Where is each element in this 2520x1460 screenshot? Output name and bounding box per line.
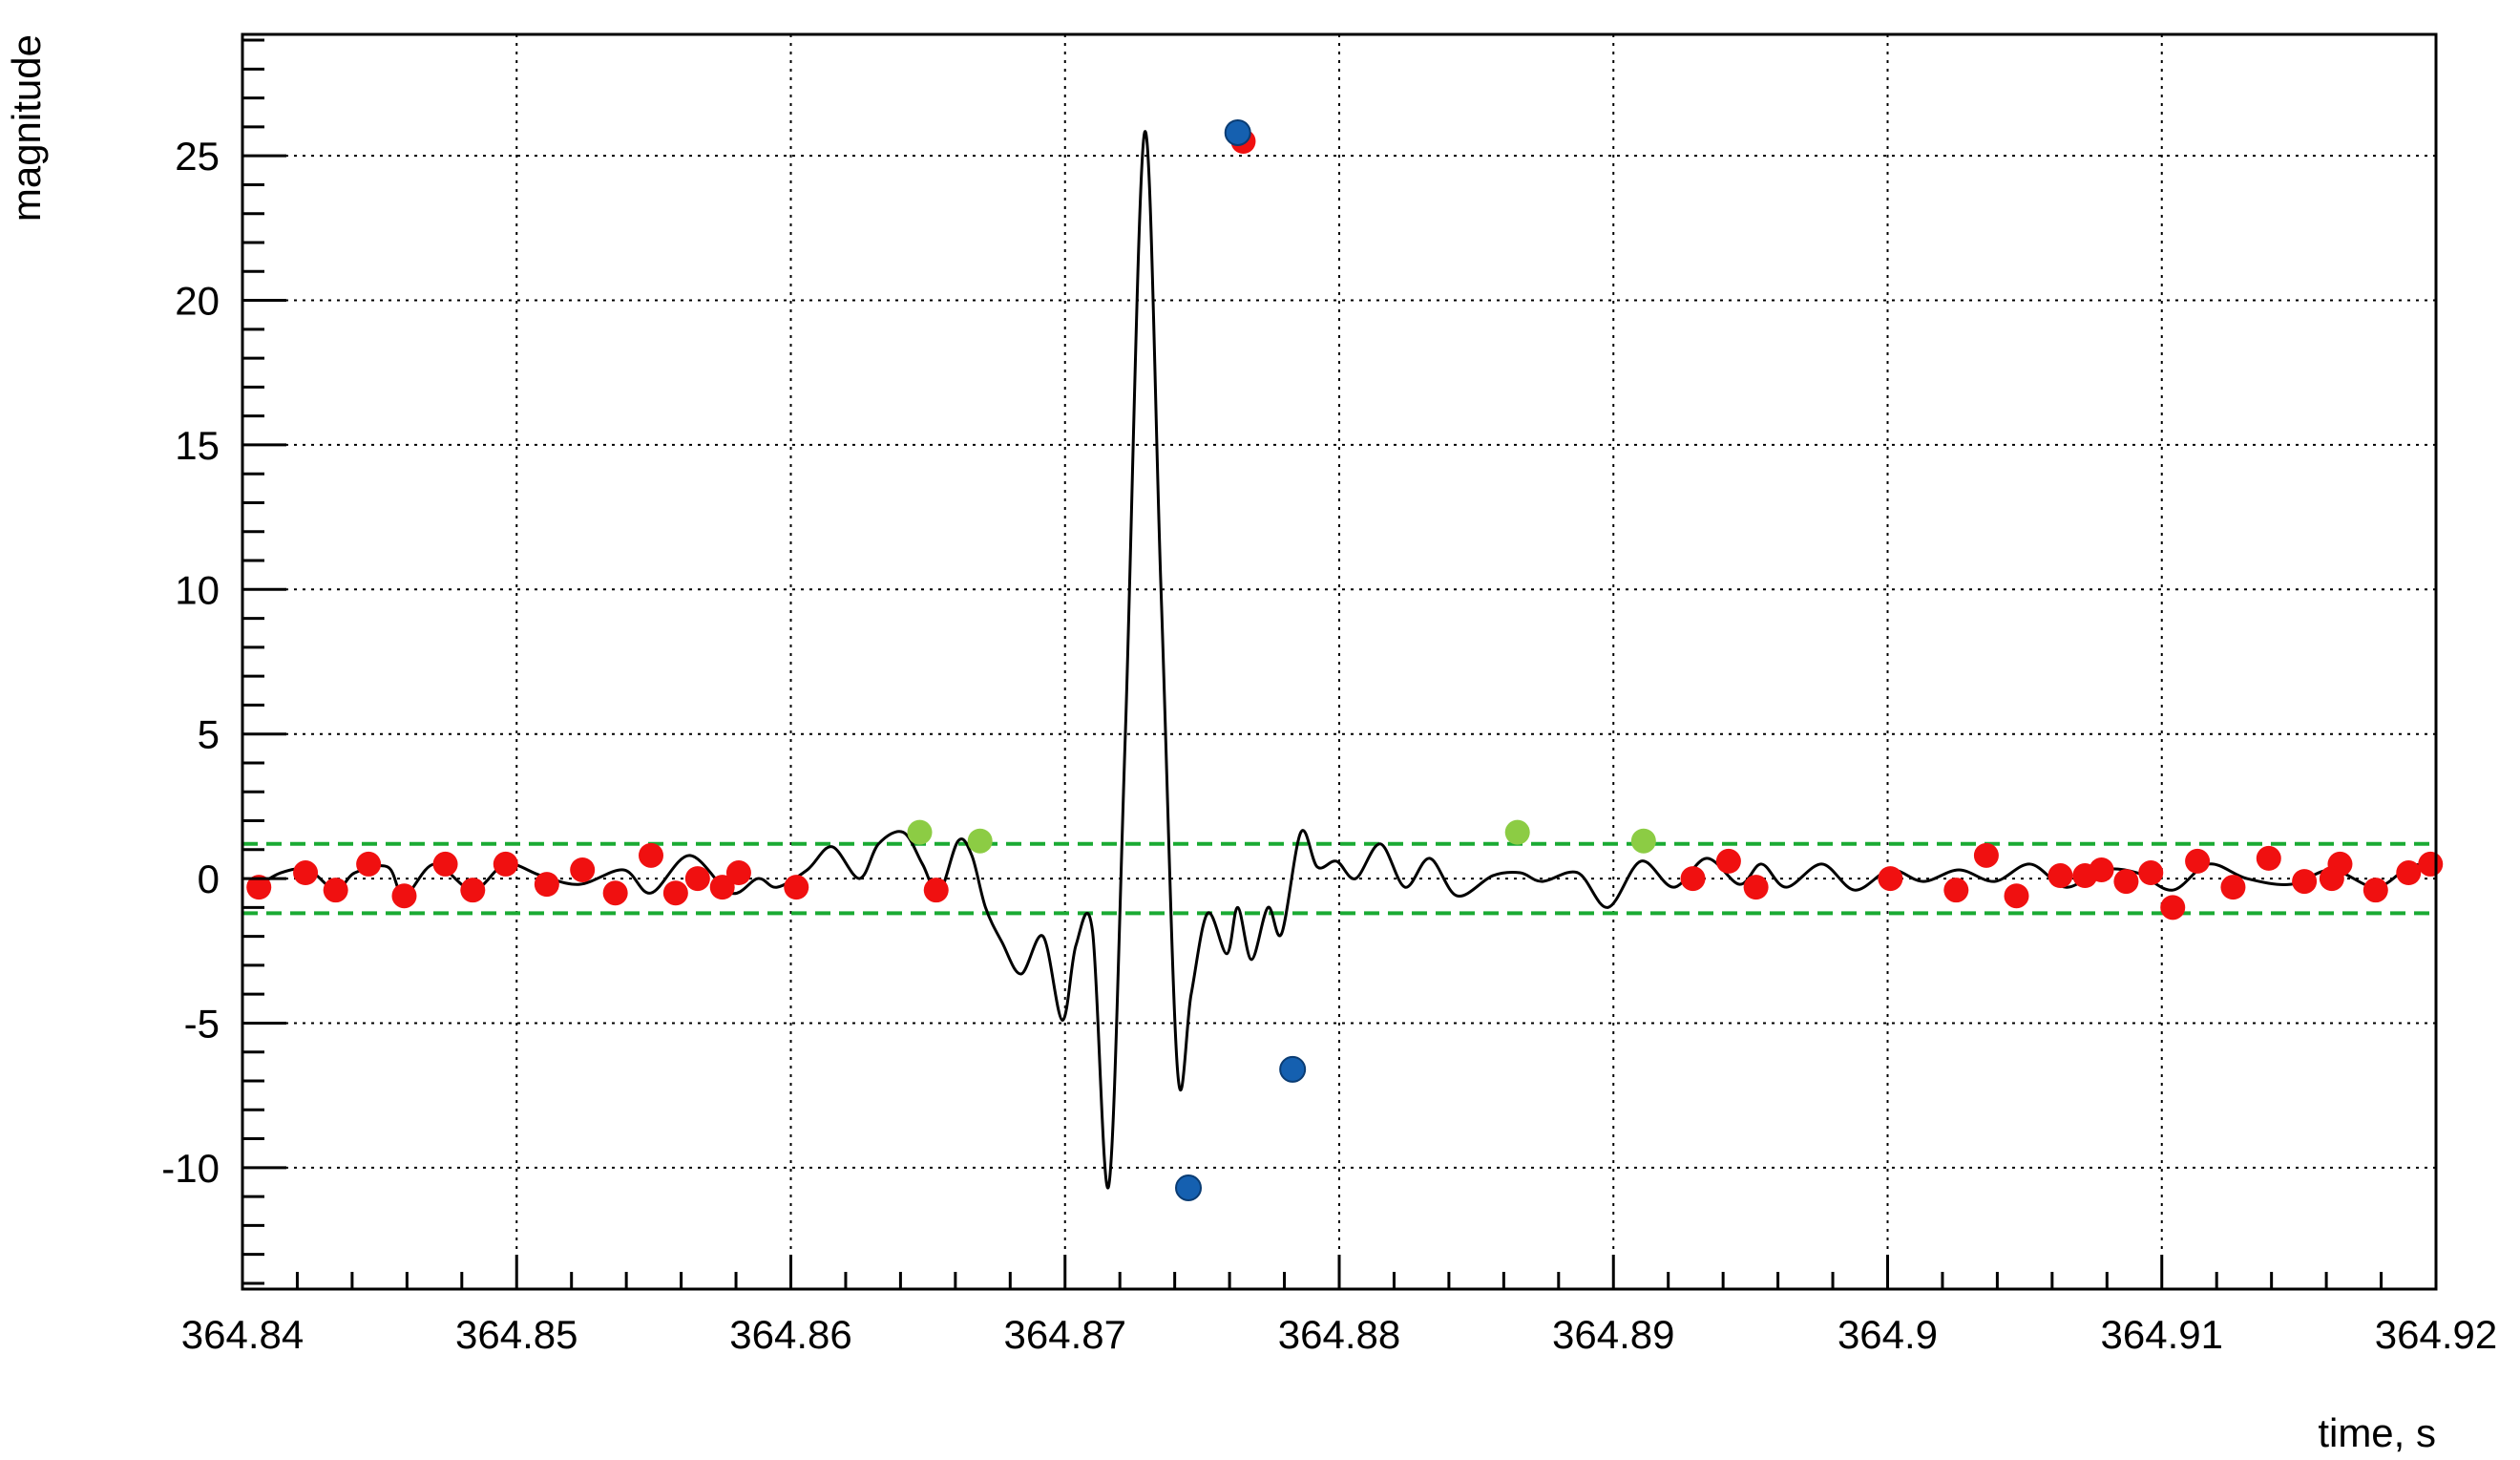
x-tick-label: 364.89 xyxy=(1552,1312,1674,1357)
red-point xyxy=(2292,869,2318,895)
red-point xyxy=(1743,875,1769,900)
red-point xyxy=(2160,895,2186,920)
red-point xyxy=(460,878,486,903)
x-tick-label: 364.9 xyxy=(1838,1312,1938,1357)
y-tick-label: 10 xyxy=(175,567,220,612)
red-point xyxy=(2004,883,2029,909)
red-point xyxy=(2048,863,2073,889)
y-tick-label: 15 xyxy=(175,423,220,468)
red-point xyxy=(1878,866,1903,892)
green-point xyxy=(907,819,933,845)
red-point xyxy=(639,842,664,868)
x-tick-label: 364.85 xyxy=(455,1312,578,1357)
red-point xyxy=(1973,842,1999,868)
red-point xyxy=(2089,857,2114,882)
x-tick-label: 364.86 xyxy=(729,1312,851,1357)
grid xyxy=(242,34,2436,1289)
red-point xyxy=(293,860,319,886)
red-point xyxy=(709,875,735,900)
red-point xyxy=(784,875,809,900)
red-point xyxy=(602,880,628,906)
red-point xyxy=(2396,860,2422,886)
red-point xyxy=(246,875,272,900)
y-tick-label: 0 xyxy=(198,857,220,901)
red-point xyxy=(570,857,596,882)
threshold-lines xyxy=(242,841,2436,916)
red-point xyxy=(684,866,710,892)
red-point xyxy=(534,872,559,898)
y-tick-label: -10 xyxy=(161,1146,220,1191)
red-point xyxy=(662,880,688,906)
red-point xyxy=(2256,845,2281,871)
x-tick-label: 364.84 xyxy=(181,1312,304,1357)
x-axis-title: time, s xyxy=(2318,1410,2436,1455)
data-markers xyxy=(246,118,2444,1202)
red-point xyxy=(923,878,949,903)
green-point xyxy=(967,828,993,854)
y-tick-label: 5 xyxy=(198,712,220,757)
red-point xyxy=(1943,878,1969,903)
y-tick-label: 20 xyxy=(175,279,220,324)
red-point xyxy=(2362,878,2388,903)
red-point xyxy=(725,860,751,886)
red-point xyxy=(2418,851,2444,877)
x-tick-label: 364.88 xyxy=(1278,1312,1400,1357)
green-point xyxy=(1504,819,1530,845)
axes: 364.84 364.85 364.86 364.87 364.88 364.89 364.… xyxy=(161,38,2497,1357)
blue-point xyxy=(1175,1174,1203,1202)
red-point xyxy=(1715,848,1741,874)
red-point xyxy=(2185,848,2211,874)
red-point xyxy=(2220,875,2246,900)
x-tick-label: 364.87 xyxy=(1004,1312,1126,1357)
y-axis-title: magnitude xyxy=(4,34,49,222)
y-tick-label: -5 xyxy=(184,1001,220,1046)
y-tick-label: 25 xyxy=(175,134,220,179)
red-point xyxy=(391,883,417,909)
x-tick-label: 364.92 xyxy=(2375,1312,2497,1357)
red-point xyxy=(493,851,518,877)
blue-point xyxy=(1224,118,1251,146)
red-point xyxy=(2113,869,2139,895)
red-point xyxy=(432,851,458,877)
red-point xyxy=(323,878,348,903)
red-point xyxy=(2138,860,2164,886)
red-point xyxy=(1680,866,1706,892)
red-point xyxy=(2319,866,2344,892)
x-tick-label: 364.91 xyxy=(2101,1312,2223,1357)
blue-point xyxy=(1279,1055,1307,1083)
red-point xyxy=(356,851,382,877)
green-point xyxy=(1630,828,1656,854)
